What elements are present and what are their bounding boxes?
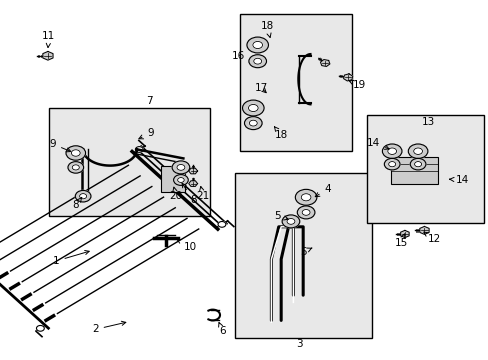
Circle shape <box>252 41 262 49</box>
Bar <box>390 157 437 184</box>
Circle shape <box>286 219 294 224</box>
Circle shape <box>388 162 395 167</box>
Polygon shape <box>43 51 53 60</box>
Polygon shape <box>188 181 197 186</box>
Text: 13: 13 <box>421 117 434 127</box>
Circle shape <box>384 158 399 170</box>
Circle shape <box>71 150 80 156</box>
Text: 3: 3 <box>295 339 302 349</box>
Bar <box>161 166 184 192</box>
Text: 18: 18 <box>274 127 287 140</box>
Text: 8: 8 <box>72 197 81 210</box>
Circle shape <box>413 148 422 154</box>
Circle shape <box>409 158 425 170</box>
Circle shape <box>382 144 401 158</box>
Polygon shape <box>343 74 352 81</box>
Circle shape <box>253 58 261 64</box>
Bar <box>49 108 210 216</box>
Circle shape <box>249 120 257 126</box>
Circle shape <box>248 104 258 112</box>
Bar <box>234 173 371 338</box>
Circle shape <box>295 189 316 205</box>
Text: 9: 9 <box>49 139 71 152</box>
Circle shape <box>135 147 143 152</box>
Circle shape <box>282 215 299 228</box>
Circle shape <box>414 162 421 167</box>
Circle shape <box>75 190 91 202</box>
Text: 18: 18 <box>260 21 273 37</box>
Polygon shape <box>188 168 197 174</box>
Circle shape <box>80 194 86 199</box>
Text: 14: 14 <box>448 175 468 185</box>
Text: 5: 5 <box>274 211 287 221</box>
Text: 7: 7 <box>145 96 152 106</box>
Circle shape <box>248 55 266 68</box>
Text: 20: 20 <box>169 187 182 201</box>
Polygon shape <box>320 59 329 67</box>
Text: 14: 14 <box>366 138 388 149</box>
Circle shape <box>242 100 264 116</box>
Text: 9: 9 <box>139 128 154 139</box>
Text: 5: 5 <box>299 247 311 257</box>
Text: 17: 17 <box>254 83 268 93</box>
Circle shape <box>173 175 188 185</box>
Circle shape <box>387 148 396 154</box>
Polygon shape <box>400 230 408 238</box>
Text: 19: 19 <box>348 80 366 90</box>
Circle shape <box>172 161 189 174</box>
Polygon shape <box>419 226 428 234</box>
Circle shape <box>246 37 268 53</box>
Circle shape <box>177 177 184 183</box>
Text: 11: 11 <box>42 31 56 48</box>
Circle shape <box>302 210 309 215</box>
Circle shape <box>218 221 225 227</box>
Text: 10: 10 <box>177 239 197 252</box>
Text: 16: 16 <box>231 51 245 61</box>
Circle shape <box>407 144 427 158</box>
Circle shape <box>177 165 184 170</box>
Circle shape <box>297 206 314 219</box>
Circle shape <box>301 194 310 201</box>
Text: 12: 12 <box>423 232 440 244</box>
Circle shape <box>68 162 83 173</box>
Text: 1: 1 <box>53 251 89 266</box>
Text: 6: 6 <box>218 323 225 336</box>
Text: 21: 21 <box>196 186 209 201</box>
Bar <box>366 115 483 223</box>
Text: 15: 15 <box>393 234 407 248</box>
Bar <box>239 14 351 151</box>
Circle shape <box>37 325 44 331</box>
Text: 8: 8 <box>182 183 196 205</box>
Text: 4: 4 <box>315 184 330 197</box>
Circle shape <box>72 165 79 170</box>
Circle shape <box>244 117 262 130</box>
Circle shape <box>66 146 85 160</box>
Text: 2: 2 <box>92 321 125 334</box>
